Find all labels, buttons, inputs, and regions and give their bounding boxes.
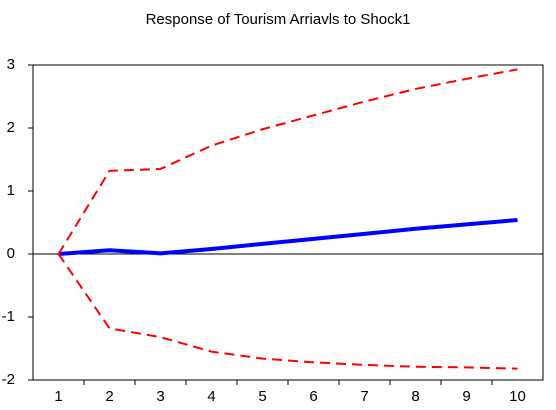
y-tick-label: -2 — [2, 371, 15, 388]
chart-title: Response of Tourism Arriavls to Shock1 — [146, 11, 411, 28]
series-line — [58, 217, 518, 256]
x-tick-label: 5 — [258, 388, 266, 405]
x-tick-label: 7 — [360, 388, 368, 405]
x-tick-label: 10 — [509, 388, 526, 405]
x-tick-label: 1 — [54, 388, 62, 405]
x-tick-label: 4 — [207, 388, 215, 405]
x-tick-label: 2 — [105, 388, 113, 405]
y-tick-label: 3 — [7, 56, 15, 73]
y-tick-label: 0 — [7, 245, 15, 262]
x-tick-label: 9 — [462, 388, 470, 405]
series-line — [57, 253, 518, 370]
y-tick-label: 1 — [7, 182, 15, 199]
x-tick-label: 8 — [411, 388, 419, 405]
x-tick-label: 6 — [309, 388, 317, 405]
y-tick-label: -1 — [2, 308, 15, 325]
y-tick-label: 2 — [7, 119, 15, 136]
x-tick-label: 3 — [156, 388, 164, 405]
